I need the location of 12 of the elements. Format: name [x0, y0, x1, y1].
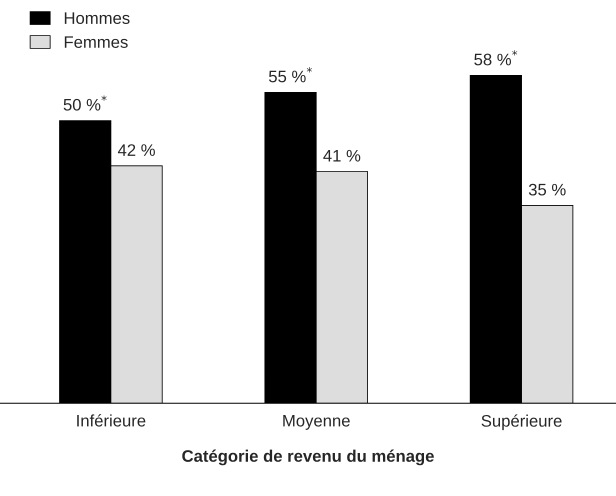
data-label: 42 %	[118, 144, 155, 156]
x-tick-label: Inférieure	[77, 414, 146, 427]
data-label: 35 %	[528, 184, 566, 196]
x-tick-label: Moyenne	[283, 414, 350, 430]
x-tick-label: Supérieure	[482, 414, 562, 430]
data-label: 50 %$^{*}$	[64, 95, 107, 111]
x-axis-title: Catégorie de revenu du ménage	[182, 450, 434, 466]
legend-label: Hommes	[64, 12, 130, 24]
data-label: 41 %	[323, 150, 360, 162]
legend-label: Femmes	[64, 36, 128, 48]
data-label: 58 %$^{*}$	[474, 50, 518, 66]
data-label: 55 %$^{*}$	[268, 67, 312, 82]
